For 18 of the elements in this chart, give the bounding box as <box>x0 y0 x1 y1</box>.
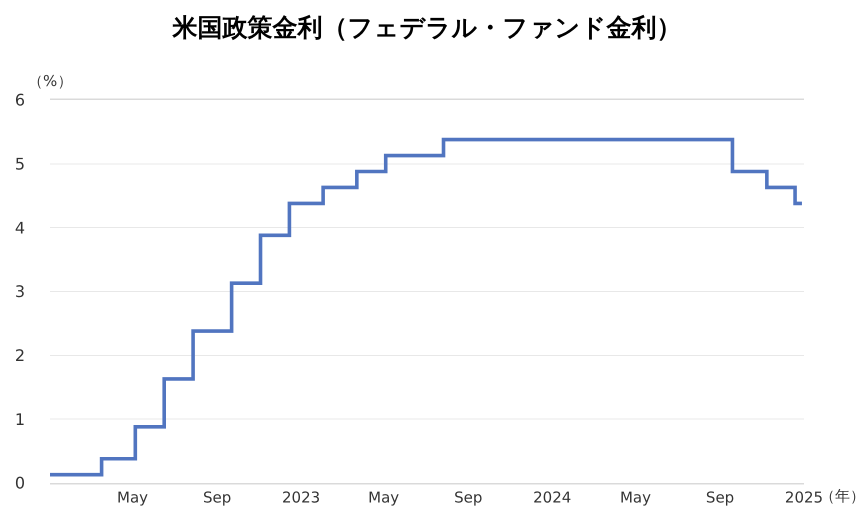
x-tick-label: 2024 <box>533 488 572 507</box>
x-tick-label: May <box>620 488 652 507</box>
y-tick-label: 1 <box>14 410 25 429</box>
x-tick-label: 2023 <box>282 488 320 507</box>
y-tick-label: 3 <box>14 282 25 302</box>
y-tick-label: 5 <box>14 154 25 174</box>
x-tick-label: May <box>368 488 400 507</box>
x-tick-label: Sep <box>203 488 232 507</box>
x-tick-label: May <box>117 488 148 507</box>
chart-title: 米国政策金利（フェデラル・ファンド金利） <box>172 12 682 42</box>
x-tick-label: Sep <box>706 488 734 507</box>
y-tick-label: 6 <box>14 90 25 110</box>
x-tick-label: 2025 <box>784 488 824 507</box>
y-tick-label: 0 <box>14 474 25 493</box>
x-tick-label: Sep <box>454 488 482 507</box>
y-tick-label: 2 <box>14 346 25 365</box>
y-axis-title: （%） <box>28 72 72 90</box>
y-tick-label: 4 <box>14 218 25 238</box>
